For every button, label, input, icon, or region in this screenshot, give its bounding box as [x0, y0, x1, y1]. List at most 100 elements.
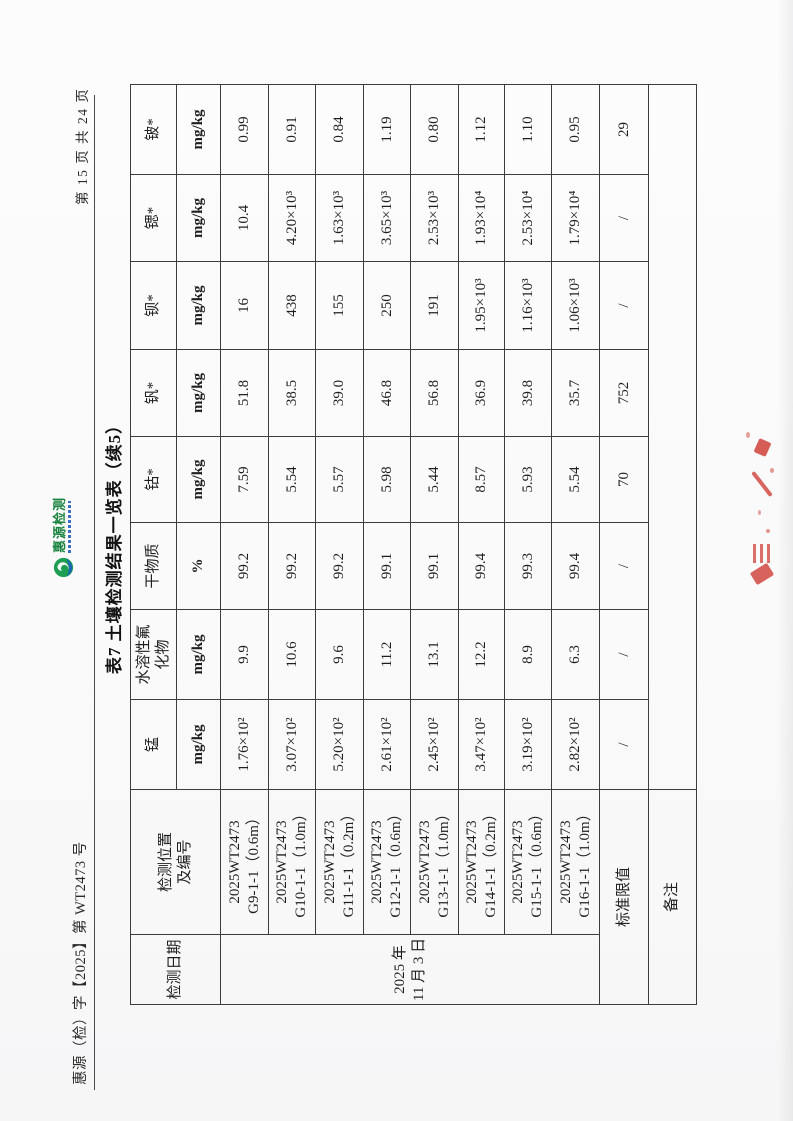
sample-id-line1: 2025WT2473: [557, 820, 574, 904]
value-cell: 3.19×10²: [504, 699, 552, 790]
header-cell-fluoride: 水溶性氟 化物: [130, 609, 177, 700]
value-cell: 51.8: [220, 349, 269, 437]
value-cell: 7.59: [220, 436, 269, 523]
date-line2: 11 月 3 日: [411, 937, 427, 1002]
remark-empty-cell: [648, 84, 697, 790]
value-cell: 13.1: [410, 609, 459, 700]
red-seal-fragment: [740, 425, 793, 586]
value-cell: 99.4: [458, 522, 505, 610]
value-cell: 1.95×10³: [458, 261, 505, 350]
value-cell: 99.1: [363, 522, 411, 610]
value-cell: 438: [268, 261, 316, 350]
value-cell: 4.20×10³: [268, 174, 316, 262]
limit-cell: /: [599, 699, 649, 790]
header-cell-ba: 钡*: [130, 261, 177, 350]
value-cell: 2.82×10²: [551, 699, 600, 790]
value-cell: 99.2: [220, 522, 269, 610]
page-indicator: 第 15 页 共 24 页: [75, 87, 90, 205]
seal-glyph-fragment: [753, 544, 774, 563]
sample-id-line1: 2025WT2473: [321, 820, 338, 904]
limit-cell: 752: [599, 349, 649, 437]
remark-label: 备注: [648, 789, 697, 1005]
sample-id-cell: 2025WT2473 G9-1-1（0.6m）: [220, 789, 269, 935]
table-row-g15: 2025WT2473 G15-1-1（0.6m） 3.19×10² 8.9 99…: [504, 84, 552, 1005]
sample-id-line2: G14-1-1（0.2m）: [482, 806, 499, 918]
limit-cell: 70: [599, 436, 649, 523]
header-rule: [94, 95, 95, 1090]
header-cell-date: 检测日期: [130, 934, 221, 1005]
value-cell: 0.91: [268, 84, 316, 175]
seal-stroke: [749, 562, 775, 586]
value-cell: 36.9: [458, 349, 505, 437]
sample-id-cell: 2025WT2473 G16-1-1（1.0m）: [551, 789, 600, 935]
date-cell: 2025 年 11 月 3 日: [220, 934, 600, 1005]
value-cell: 99.2: [315, 522, 364, 610]
value-cell: 11.2: [363, 609, 411, 700]
sample-id-line2: G12-1-1（0.6m）: [388, 806, 404, 918]
table-row-standard-limit: 标准限值 / / / 70 752 / / 29: [599, 84, 649, 1005]
value-cell: 10.4: [220, 174, 269, 262]
limit-cell: /: [599, 522, 649, 610]
unit-cell-v: mg/kg: [176, 349, 221, 437]
sample-id-line2: G15-1-1（0.6m）: [529, 806, 545, 918]
sample-id-line2: G13-1-1（1.0m）: [435, 806, 452, 918]
sample-id-line1: 2025WT2473: [416, 820, 433, 904]
limit-cell: 29: [599, 84, 649, 175]
value-cell: 10.6: [268, 609, 316, 700]
table-row-g10: 2025WT2473 G10-1-1（1.0m） 3.07×10² 10.6 9…: [268, 84, 316, 1005]
standard-limit-label: 标准限值: [599, 789, 649, 1005]
value-cell: 3.65×10³: [363, 174, 411, 262]
header-fluoride-line2: 化物: [154, 639, 171, 670]
sample-id-cell: 2025WT2473 G14-1-1（0.2m）: [458, 789, 505, 935]
value-cell: 6.3: [551, 609, 600, 700]
unit-cell-mn: mg/kg: [176, 699, 221, 790]
unit-cell-be: mg/kg: [176, 84, 221, 175]
table-row-g13: 2025WT2473 G13-1-1（1.0m） 2.45×10² 13.1 9…: [410, 84, 459, 1005]
seal-dot: [746, 432, 750, 438]
value-cell: 2.45×10²: [410, 699, 459, 790]
limit-cell: /: [599, 609, 649, 700]
value-cell: 9.6: [315, 609, 364, 700]
unit-cell-fluoride: mg/kg: [176, 609, 221, 700]
results-table: 检测日期 检测位置 及编号 锰 水溶性氟 化物 干物质 钴* 钒* 钡* 锶*: [130, 84, 697, 1005]
value-cell: 1.76×10²: [220, 699, 269, 790]
table-row-g14: 2025WT2473 G14-1-1（0.2m） 3.47×10² 12.2 9…: [458, 84, 505, 1005]
table-row-g12: 2025WT2473 G12-1-1（0.6m） 2.61×10² 11.2 9…: [363, 84, 411, 1005]
value-cell: 1.10: [504, 84, 552, 175]
value-cell: 99.4: [551, 522, 600, 610]
seal-dot: [766, 529, 770, 533]
value-cell: 46.8: [363, 349, 411, 437]
value-cell: 2.53×10⁴: [504, 174, 552, 262]
header-row-names: 检测日期 检测位置 及编号 锰 水溶性氟 化物 干物质 钴* 钒* 钡* 锶*: [130, 84, 221, 1005]
value-cell: 5.44: [410, 436, 459, 523]
seal-dot: [770, 468, 774, 473]
unit-cell-ba: mg/kg: [176, 261, 221, 350]
value-cell: 99.3: [504, 522, 552, 610]
header-cell-location: 检测位置 及编号: [130, 789, 221, 935]
sample-id-line1: 2025WT2473: [510, 820, 527, 904]
value-cell: 3.07×10²: [268, 699, 316, 790]
header-cell-drymatter: 干物质: [130, 522, 177, 610]
value-cell: 250: [363, 261, 411, 350]
unit-cell-sr: mg/kg: [176, 174, 221, 262]
date-line1: 2025 年: [392, 945, 409, 994]
logo-text: 惠源检测: [52, 496, 67, 553]
value-cell: 1.06×10³: [551, 261, 600, 350]
sample-id-cell: 2025WT2473 G11-1-1（0.2m）: [315, 789, 364, 935]
value-cell: 5.93: [504, 436, 552, 523]
table-title: 表7 土壤检测结果一览表（续5）: [105, 415, 124, 675]
value-cell: 35.7: [551, 349, 600, 437]
sample-id-cell: 2025WT2473 G12-1-1（0.6m）: [363, 789, 411, 935]
table-row-g9: 2025 年 11 月 3 日 2025WT2473 G9-1-1（0.6m） …: [220, 84, 600, 1005]
value-cell: 5.98: [363, 436, 411, 523]
value-cell: 1.79×10⁴: [551, 174, 600, 262]
table-row-remark: 备注: [648, 84, 697, 1005]
value-cell: 1.19: [363, 84, 411, 175]
header-location-line2: 及编号: [176, 839, 193, 885]
value-cell: 5.57: [315, 436, 364, 523]
sample-id-cell: 2025WT2473 G10-1-1（1.0m）: [268, 789, 316, 935]
sample-id-cell: 2025WT2473 G13-1-1（1.0m）: [410, 789, 459, 935]
value-cell: 1.12: [458, 84, 505, 175]
value-cell: 0.95: [551, 84, 600, 175]
